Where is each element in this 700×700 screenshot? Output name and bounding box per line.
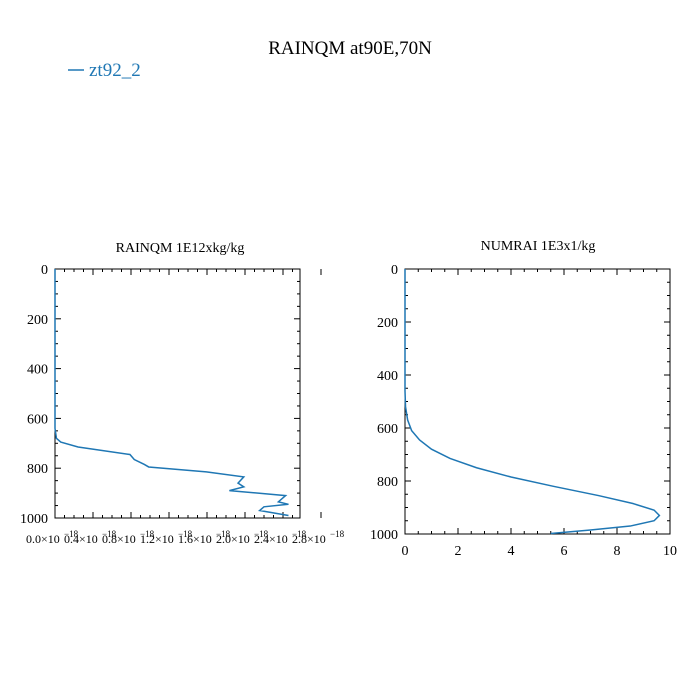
x-tick-exponent: −18: [330, 529, 345, 539]
y-tick-label: 200: [27, 313, 48, 328]
numrai-x-axis: 0 2 4 6 8 10: [402, 269, 677, 559]
x-tick-exponent: −18: [254, 529, 269, 539]
x-tick-label: 2.8×10: [292, 532, 326, 546]
numrai-y-axis: 0 200 400 600 800 1000: [370, 263, 670, 543]
y-tick-label: 1000: [370, 528, 398, 543]
y-tick-label: 1000: [20, 512, 48, 527]
rainqm-y-axis: 0 200 400 600 800 1000: [20, 263, 300, 527]
y-tick-label: 0: [41, 263, 48, 278]
numrai-panel-title: NUMRAI 1E3x1/kg: [481, 239, 596, 254]
x-tick-label: 8: [614, 544, 621, 559]
y-tick-label: 400: [27, 363, 48, 378]
x-tick-label: 6: [561, 544, 568, 559]
y-tick-label: 800: [377, 475, 398, 490]
x-tick-label: 2: [455, 544, 462, 559]
x-tick-exponent: −18: [178, 529, 193, 539]
y-tick-label: 600: [27, 412, 48, 427]
x-tick-label: 1.6×10: [178, 532, 212, 546]
figure-title: RAINQM at90E,70N: [268, 38, 432, 59]
y-tick-label: 800: [27, 462, 48, 477]
x-tick-exponent: −18: [140, 529, 155, 539]
legend-label: zt92_2: [89, 60, 141, 81]
x-tick-label: 0.4×10: [64, 532, 98, 546]
y-tick-label: 200: [377, 316, 398, 331]
numrai-panel: NUMRAI 1E3x1/kg 0 200 400 600 800 1000 0 2 4 6 8 1…: [370, 239, 677, 559]
x-tick-exponent: −18: [64, 529, 79, 539]
x-tick-label: 0: [402, 544, 409, 559]
y-tick-label: 600: [377, 422, 398, 437]
rainqm-panel: RAINQM 1E12xkg/kg 0 200 400 600 800 1000 0.0×…: [20, 241, 345, 546]
x-tick-label: 10: [663, 544, 677, 559]
x-tick-exponent: −18: [102, 529, 117, 539]
x-tick-label: 1.2×10: [140, 532, 174, 546]
x-tick-label: 0.8×10: [102, 532, 136, 546]
x-tick-exponent: −18: [216, 529, 231, 539]
x-tick-label: 2.4×10: [254, 532, 288, 546]
x-tick-exponent: −18: [292, 529, 307, 539]
rainqm-panel-title: RAINQM 1E12xkg/kg: [116, 241, 245, 256]
numrai-series-line: [404, 269, 661, 535]
rainqm-x-axis: 0.0×10 −180.4×10 −180.8×10 −181.2×10 −181.6×…: [26, 269, 345, 546]
x-tick-label: 4: [508, 544, 515, 559]
y-tick-label: 400: [377, 369, 398, 384]
y-tick-label: 0: [391, 263, 398, 278]
x-tick-label: 0.0×10: [26, 532, 60, 546]
rainqm-series-line: [54, 269, 289, 517]
x-tick-label: 2.0×10: [216, 532, 250, 546]
legend: zt92_2: [68, 60, 141, 81]
